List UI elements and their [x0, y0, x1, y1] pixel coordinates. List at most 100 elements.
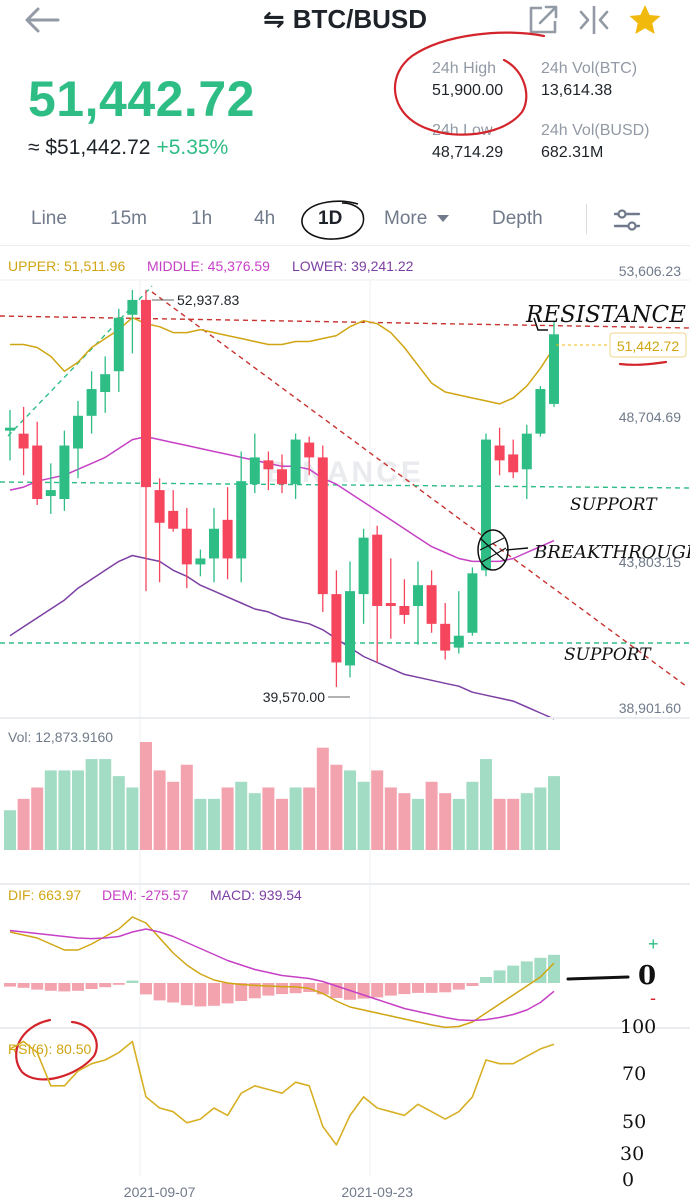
- macd-hist-bar: [425, 983, 438, 993]
- volume-bar: [466, 781, 479, 850]
- macd-hist-bar: [99, 983, 112, 988]
- tab-divider: [586, 204, 587, 234]
- stat-value: 48,714.29: [432, 144, 504, 161]
- macd-hist-bar: [4, 983, 16, 987]
- support-line-upper: [0, 481, 690, 489]
- volume-bar: [507, 798, 520, 850]
- x-axis-labels: 2021-09-07 2021-09-23: [124, 1184, 413, 1200]
- volume-bar: [520, 793, 533, 850]
- kline-chart[interactable]: UPPER: 51,511.96 MIDDLE: 45,376.59 LOWER…: [0, 246, 690, 1200]
- stat-value: 13,614.38: [541, 82, 613, 99]
- candle-body: [86, 389, 97, 416]
- tab-more[interactable]: More: [384, 208, 449, 230]
- tab-15m[interactable]: 15m: [110, 208, 147, 229]
- tab-line[interactable]: Line: [31, 208, 67, 229]
- candle-body: [236, 481, 247, 559]
- boll-upper-label: UPPER: 51,511.96: [8, 258, 125, 274]
- annotation-underline-price: [618, 360, 668, 366]
- volume-bar: [384, 787, 397, 850]
- favorite-star-icon[interactable]: [628, 3, 662, 37]
- compare-icon[interactable]: [577, 3, 611, 37]
- candle-body: [535, 389, 546, 434]
- price-axis-label: 43,803.15: [619, 554, 681, 570]
- downtrend-line: [151, 291, 687, 687]
- volume-bar: [425, 781, 438, 850]
- stat-label: 24h High: [432, 60, 497, 77]
- macd-hist-bar: [72, 983, 84, 991]
- candle-body: [195, 558, 206, 565]
- volume-bar: [371, 770, 384, 850]
- tab-4h[interactable]: 4h: [254, 208, 276, 229]
- candle-body: [73, 415, 83, 449]
- macd-hist-bar: [44, 983, 57, 991]
- annotation-support-lower: SUPPORT: [564, 645, 652, 665]
- back-arrow-icon[interactable]: [22, 4, 62, 36]
- settings-sliders-icon[interactable]: [612, 206, 642, 234]
- macd-hist-bar: [412, 983, 424, 993]
- macd-hist-bar: [507, 965, 520, 983]
- volume-bar: [17, 798, 30, 850]
- macd-hist-bar: [248, 983, 261, 999]
- candle-body: [209, 528, 219, 559]
- macd-hist-bar: [520, 961, 533, 983]
- fiat-price-row: ≈ $51,442.72 +5.35%: [28, 136, 255, 160]
- annotation-resistance-tick: [533, 317, 548, 331]
- annotation-resistance: RESISTANCE: [525, 302, 686, 328]
- volume-bar: [194, 798, 207, 850]
- candle-body: [154, 490, 165, 523]
- candle-body: [304, 442, 315, 458]
- macd-hist-bar: [534, 957, 547, 983]
- macd-hist-bar: [167, 983, 180, 1003]
- candle-body: [100, 374, 111, 393]
- volume-bar: [140, 742, 152, 850]
- volume-bar: [548, 776, 560, 850]
- candle-body: [5, 427, 15, 431]
- volume-bar: [262, 787, 275, 850]
- candle-body: [181, 528, 192, 565]
- volume-bar: [439, 793, 452, 850]
- macd-hist-bar: [303, 983, 316, 992]
- volume-bar: [58, 770, 71, 850]
- annotation-rsi-level: 100: [620, 1016, 656, 1038]
- tab-1d[interactable]: 1D: [318, 208, 343, 229]
- volume-bar: [398, 793, 411, 850]
- stat-value: 682.31M: [541, 144, 604, 161]
- macd-hist-bar: [289, 983, 302, 994]
- volume-bar: [276, 798, 288, 850]
- price-change: +5.35%: [156, 136, 229, 159]
- candle-body: [426, 585, 437, 624]
- volume-bar: [289, 787, 302, 850]
- tab-1h[interactable]: 1h: [191, 208, 213, 229]
- tab-depth[interactable]: Depth: [492, 208, 543, 229]
- top-bar: ⇋ BTC/BUSD: [0, 0, 690, 40]
- high-marker: 52,937.83: [177, 292, 239, 308]
- volume-bar: [248, 793, 261, 850]
- volume-bar: [316, 747, 329, 850]
- volume-bar: [180, 764, 193, 850]
- price-axis-label: 38,901.60: [619, 700, 681, 716]
- volume-bar: [31, 787, 44, 850]
- price-axis-label: 48,704.69: [619, 409, 681, 425]
- last-price-tag: [609, 332, 687, 358]
- macd-hist-bar: [493, 970, 506, 983]
- macd-hist-bar: [208, 983, 220, 1006]
- volume-bar: [99, 759, 112, 850]
- candle-body: [59, 445, 70, 500]
- candle-body: [45, 490, 56, 497]
- rsi-path: [9, 1040, 555, 1146]
- candle-body: [399, 606, 410, 615]
- candle-body: [494, 445, 505, 461]
- stat-label: 24h Vol(BTC): [541, 60, 638, 77]
- candle-body: [385, 603, 396, 607]
- candle-body: [372, 534, 383, 607]
- candle-body: [453, 635, 464, 648]
- boll-upper-line: [10, 316, 555, 405]
- volume-bar: [303, 787, 316, 850]
- annotation-rsi-level: 50: [622, 1111, 646, 1133]
- share-icon[interactable]: [526, 3, 560, 37]
- tab-more-label: More: [384, 208, 428, 229]
- x-axis-label: 2021-09-23: [341, 1184, 413, 1200]
- volume-bars: [4, 742, 560, 850]
- swap-icon: ⇋: [262, 4, 285, 34]
- volume-bar: [72, 770, 84, 850]
